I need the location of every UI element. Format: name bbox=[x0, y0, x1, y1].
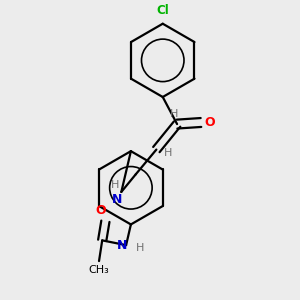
Text: H: H bbox=[164, 148, 173, 158]
Text: O: O bbox=[95, 204, 106, 218]
Text: H: H bbox=[170, 109, 178, 119]
Text: H: H bbox=[136, 243, 144, 253]
Text: CH₃: CH₃ bbox=[89, 265, 110, 275]
Text: Cl: Cl bbox=[156, 4, 169, 17]
Text: H: H bbox=[111, 180, 120, 190]
Text: O: O bbox=[205, 116, 215, 129]
Text: N: N bbox=[112, 193, 122, 206]
Text: N: N bbox=[117, 238, 128, 252]
